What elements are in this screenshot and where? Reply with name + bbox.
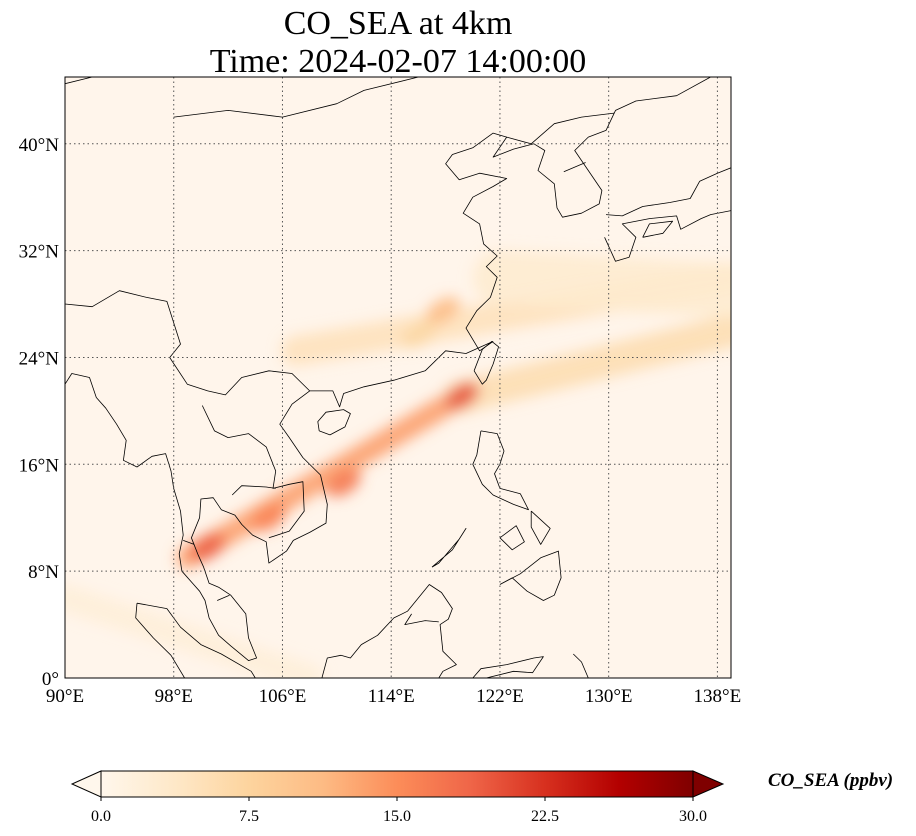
land-outline-7 [472,430,529,511]
land-outline-1 [604,210,731,262]
land-outline-18 [201,405,305,539]
lat-tick-label: 40°N [19,135,60,156]
map-background [65,77,731,678]
hotspot-1 [251,504,287,532]
land-outline-9 [499,525,525,551]
colorbar-tick-label: 22.5 [531,808,559,825]
land-outline-3 [605,167,731,217]
land-outline-16 [573,653,589,678]
colorbar-tick-label: 0.0 [91,808,111,825]
colorbar-tick-label: 7.5 [239,808,259,825]
plume-south-plume-east [442,314,731,414]
map-time-subtitle: Time: 2024-02-07 14:00:00 [209,43,587,80]
land-outline-25 [563,162,586,173]
land-outline-21 [217,594,230,601]
plume-south-plume-core [176,386,471,569]
land-outline-13 [472,656,544,678]
colorbar-label: CO_SEA (ppbv) [768,770,894,791]
colorbar: 0.0 7.5 15.0 22.5 30.0 [70,770,725,825]
map-frame [64,76,732,679]
land-outline-5 [317,409,351,436]
land-outline-26 [65,77,93,85]
colorbar-bar [100,770,694,798]
land-outline-22 [404,613,439,625]
land-outline-17 [65,290,310,396]
colorbar-tick-label: 15.0 [383,808,411,825]
land-outline-20 [183,540,195,545]
land-outline-11 [431,528,467,568]
coastlines-and-borders [65,77,731,678]
lon-tick-label: 122°E [476,686,524,707]
land-outline-8 [499,550,562,601]
lat-tick-label: 32°N [19,242,60,263]
land-outline-14 [136,602,256,678]
land-outline-0 [445,77,711,352]
lat-tick-label: 24°N [19,348,60,369]
map-area [65,77,731,678]
lat-tick-label: 16°N [19,455,60,476]
land-outline-15 [135,603,185,678]
land-outline-4 [65,341,494,661]
lon-tick-label: 106°E [259,686,307,707]
lon-tick-label: 114°E [368,686,415,707]
hotspot-4 [425,297,460,325]
lat-tick-label: 8°N [28,562,59,583]
latitude-ticks: 0° 8°N 16°N 24°N 32°N 40°N [19,135,60,690]
co-concentration-field [65,250,731,678]
hotspot-0 [190,533,225,561]
land-outline-12 [321,584,457,678]
lon-tick-label: 130°E [585,686,633,707]
lat-tick-label: 0° [42,669,59,690]
land-outline-6 [473,340,500,385]
longitude-ticks: 90°E 98°E 106°E 114°E 122°E 130°E 138°E [46,686,741,707]
plume-north-plume-wide [472,250,731,318]
lon-tick-label: 98°E [155,686,193,707]
land-outline-24 [506,112,615,145]
colorbar-extend-max [692,770,725,798]
hotspot-5 [401,321,436,349]
map-title: CO_SEA at 4km [283,5,513,42]
land-outline-23 [173,77,419,118]
land-outline-19 [231,485,276,496]
land-outline-2 [642,220,673,238]
hotspot-2 [326,469,361,497]
hotspot-3 [444,382,480,410]
plume-malay-plume [65,584,324,678]
land-outline-10 [530,510,551,545]
colorbar-extend-min [70,770,102,798]
lon-tick-label: 90°E [46,686,84,707]
gridlines [65,77,731,678]
lon-tick-label: 138°E [694,686,742,707]
colorbar-tick-label: 30.0 [679,808,707,825]
